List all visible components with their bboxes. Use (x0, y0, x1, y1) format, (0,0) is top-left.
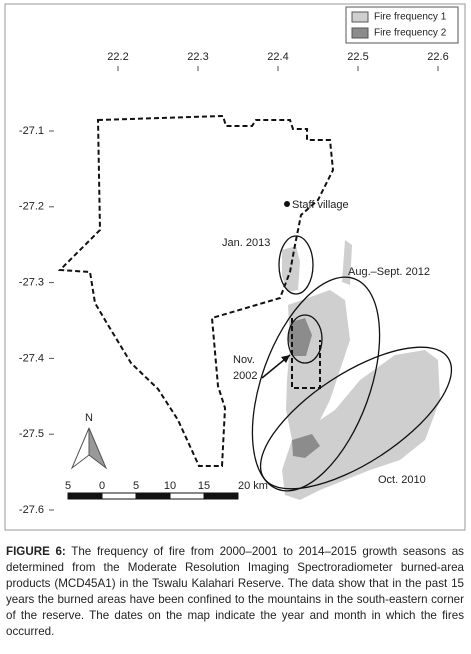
scale-bar (67, 492, 239, 500)
scale-bar-label: 5 (133, 480, 139, 492)
scale-bar-label: 0 (99, 480, 105, 492)
annotation: Aug.–Sept. 2012 (348, 266, 430, 278)
annotation: Oct. 2010 (378, 474, 426, 486)
legend-swatch (351, 11, 369, 23)
north-arrow: N (70, 412, 108, 470)
map-frame (4, 3, 466, 531)
scale-bar-label: 20 km (238, 480, 268, 492)
legend-label: Fire frequency 1 (374, 12, 447, 23)
annotation: Jan. 2013 (222, 237, 270, 249)
scale-bar-label: 15 (198, 480, 210, 492)
reserve-boundary (57, 114, 335, 467)
fire-frequency-2-areas (288, 318, 320, 458)
y-tick-label: -27.2 (19, 201, 44, 213)
y-tick-label: -27.5 (19, 428, 44, 440)
legend-label: Fire frequency 2 (374, 28, 447, 39)
figure-caption: FIGURE 6: The frequency of fire from 200… (6, 544, 464, 640)
x-tick-label: 22.3 (187, 51, 208, 63)
fire-frequency-1-areas (282, 240, 440, 500)
caption-label: FIGURE 6: (6, 545, 66, 558)
fire-event-outlines (251, 235, 453, 492)
annotation: 2002 (233, 370, 257, 382)
north-label: N (85, 412, 93, 424)
nov-2002-arrowhead (281, 355, 290, 363)
y-tick-label: -27.3 (19, 277, 44, 289)
x-tick-label: 22.4 (267, 51, 288, 63)
caption-text: The frequency of fire from 2000–2001 to … (6, 545, 464, 638)
staff-village-point (284, 201, 290, 207)
x-tick-label: 22.6 (427, 51, 448, 63)
scale-bar-label: 5 (65, 480, 71, 492)
x-tick-label: 22.2 (107, 51, 128, 63)
y-tick-label: -27.1 (19, 125, 44, 137)
scale-bar-label: 10 (164, 480, 176, 492)
x-tick-label: 22.5 (347, 51, 368, 63)
y-tick-label: -27.4 (19, 352, 44, 364)
annotation: Staff village (292, 199, 349, 211)
annotation: Nov. (233, 354, 255, 366)
legend-swatch (351, 27, 369, 39)
map: Staff village Jan. 2013 Aug.–Sept. 2012 … (4, 3, 466, 531)
y-tick-label: -27.6 (19, 504, 44, 516)
